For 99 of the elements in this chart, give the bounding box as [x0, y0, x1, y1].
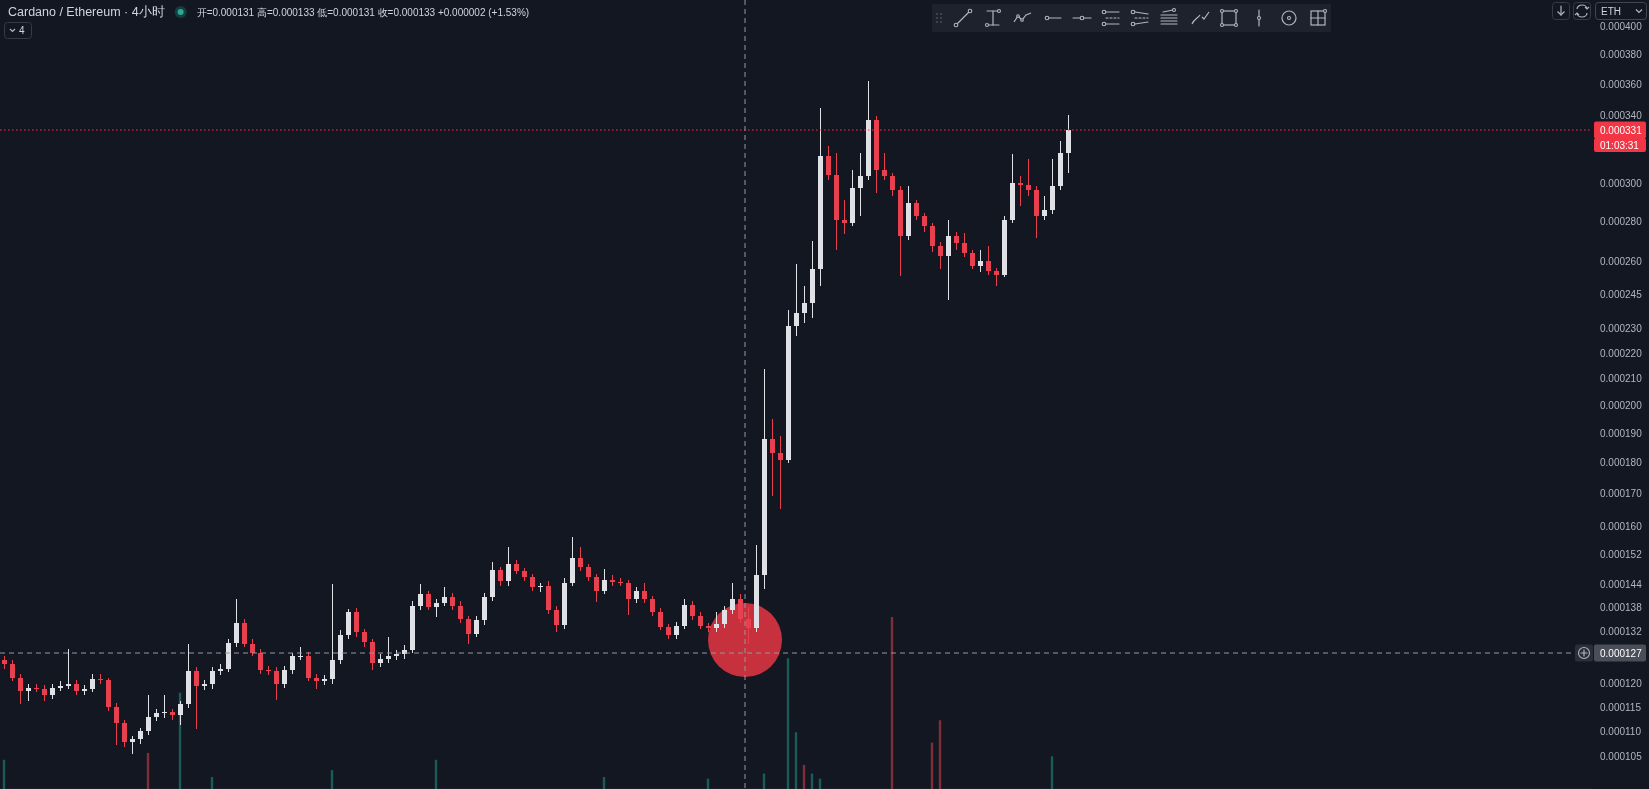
candlestick	[18, 674, 23, 705]
candlestick	[458, 600, 463, 623]
candlestick	[986, 245, 991, 276]
y-tick-label: 0.000120	[1600, 678, 1643, 690]
candlestick	[946, 219, 951, 301]
candlestick	[994, 267, 999, 287]
candlestick	[122, 719, 127, 748]
candlestick	[746, 606, 751, 645]
y-tick-label: 0.000180	[1600, 457, 1643, 469]
text: ETH	[1601, 5, 1621, 17]
candlestick	[346, 608, 351, 640]
y-tick-label: 0.000138	[1600, 602, 1643, 614]
candlestick	[794, 263, 799, 337]
candlestick	[554, 605, 559, 633]
candlestick	[1050, 159, 1055, 215]
y-tick-label: 0.000340	[1600, 109, 1643, 121]
candlestick	[722, 605, 727, 629]
chart-title: Cardano / Ethereum · 4小时	[8, 5, 165, 19]
candlestick	[66, 648, 71, 690]
candlestick	[938, 241, 943, 270]
candlestick	[802, 285, 807, 324]
candlestick	[1018, 175, 1023, 207]
candlestick	[650, 595, 655, 617]
candlestick	[602, 568, 607, 595]
candlestick	[370, 638, 375, 671]
y-tick-label: 0.000105	[1600, 751, 1643, 763]
ref-line-label: 0.000127	[1600, 647, 1643, 659]
y-tick-label: 0.000190	[1600, 427, 1643, 439]
candlestick	[658, 607, 663, 631]
candlestick	[474, 615, 479, 638]
annotation: 4	[19, 25, 25, 36]
candlestick	[274, 666, 279, 701]
annotation: 开=0.000131 高=0.000133 低=0.000131 收=0.000133 +0.000002 (+1.53%)	[196, 6, 530, 18]
candlestick	[354, 607, 359, 637]
candlestick	[210, 666, 215, 690]
candlestick	[594, 573, 599, 603]
y-tick-label: 0.000360	[1600, 78, 1643, 90]
candlestick	[90, 673, 95, 693]
candlestick	[642, 582, 647, 604]
candlestick	[738, 593, 743, 623]
candlestick	[386, 636, 391, 664]
y-tick-label: 0.000200	[1600, 399, 1643, 411]
candlestick	[506, 546, 511, 587]
y-tick-label: 0.000230	[1600, 323, 1643, 335]
y-tick-label: 0.000152	[1600, 549, 1643, 561]
candlestick	[826, 145, 831, 181]
candlestick	[10, 659, 15, 682]
y-tick-label: 0.000400	[1600, 21, 1643, 33]
y-tick-label: 0.000115	[1600, 701, 1642, 713]
candlestick	[714, 611, 719, 633]
candlestick	[858, 152, 863, 217]
y-tick-label: 0.000245	[1600, 288, 1643, 300]
candlestick	[890, 172, 895, 197]
candlestick	[258, 648, 263, 675]
candlestick	[882, 152, 887, 181]
candlestick	[482, 592, 487, 626]
y-tick-label: 0.000210	[1600, 372, 1643, 384]
candlestick	[442, 586, 447, 607]
candlestick	[690, 600, 695, 621]
y-tick-label: 0.000300	[1600, 178, 1643, 190]
candlestick	[1066, 114, 1071, 174]
candlestick	[962, 232, 967, 258]
candlestick	[914, 199, 919, 221]
candlestick	[778, 435, 783, 510]
candlestick	[178, 700, 183, 726]
ref-line-label: 0.000331	[1600, 124, 1643, 136]
candlestick	[970, 249, 975, 270]
y-tick-label: 0.000280	[1600, 215, 1643, 227]
candlestick	[418, 583, 423, 611]
y-tick-label: 0.000260	[1600, 256, 1643, 268]
y-tick-label: 0.000220	[1600, 347, 1643, 359]
candlestick	[498, 566, 503, 587]
candlestick	[770, 418, 775, 497]
y-tick-label: 0.000110	[1600, 725, 1642, 737]
y-tick-label: 0.000160	[1600, 521, 1643, 533]
candlestick	[146, 694, 151, 736]
text: 01:03:31	[1600, 139, 1640, 151]
candlestick	[682, 598, 687, 630]
candlestick	[1026, 159, 1031, 197]
candlestick	[330, 583, 335, 685]
candlestick	[242, 618, 247, 648]
candlestick	[290, 652, 295, 675]
candlestick	[730, 582, 735, 615]
candlestick	[282, 665, 287, 689]
candlestick	[306, 651, 311, 682]
candlestick	[922, 212, 927, 233]
candlestick	[930, 222, 935, 253]
candlestick	[578, 546, 583, 572]
candlestick	[194, 666, 199, 730]
y-tick-label: 0.000380	[1600, 49, 1643, 61]
candlestick	[426, 590, 431, 611]
candlestick	[466, 615, 471, 645]
candlestick	[626, 579, 631, 616]
candlestick	[978, 249, 983, 273]
y-tick-label: 0.000144	[1600, 578, 1643, 590]
candlestick	[234, 598, 239, 648]
y-tick-label: 0.000170	[1600, 488, 1643, 500]
candlestick	[114, 702, 119, 746]
y-tick-label: 0.000132	[1600, 626, 1643, 638]
